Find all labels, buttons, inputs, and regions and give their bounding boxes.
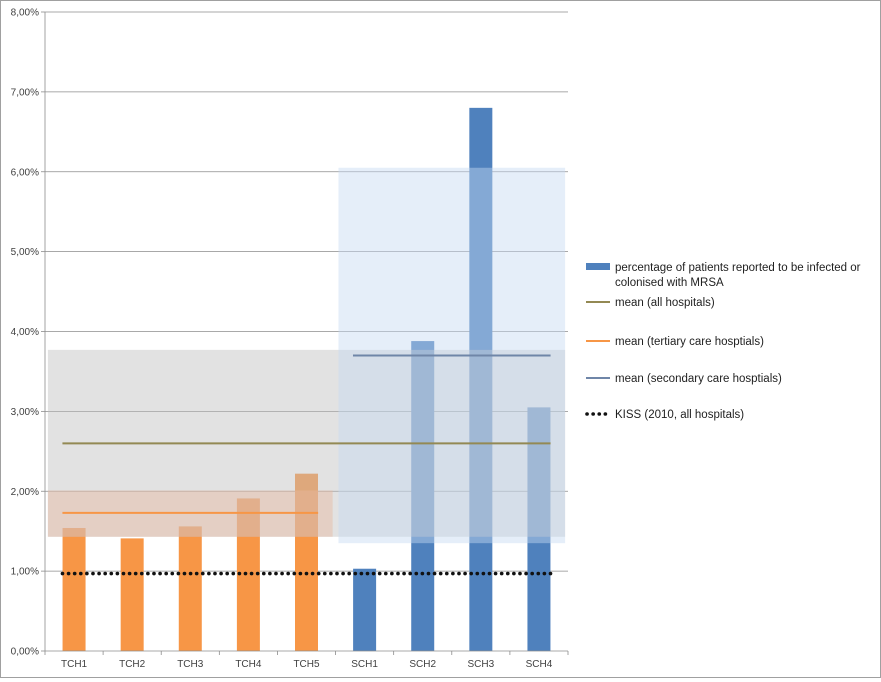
y-tick-label: 1,00% (11, 567, 39, 578)
y-tick-label: 2,00% (11, 487, 39, 498)
bar-tch1 (62, 527, 86, 651)
x-tick-label: SCH3 (467, 659, 494, 670)
y-tick-label: 3,00% (11, 407, 39, 418)
gridlines (45, 11, 568, 572)
y-tick-label: 8,00% (11, 8, 39, 19)
y-tick-label: 7,00% (11, 87, 39, 98)
bar-tch4 (236, 498, 260, 651)
legend-label: KISS (2010, all hospitals) (615, 409, 744, 421)
x-tick-label: SCH1 (351, 659, 378, 670)
y-tick-label: 5,00% (11, 247, 39, 258)
legend-swatch-bar (586, 263, 610, 270)
x-tick-label: TCH5 (293, 659, 320, 670)
y-tick-label: 6,00% (11, 167, 39, 178)
reference-lines (60, 354, 553, 576)
x-tick-label: SCH2 (409, 659, 436, 670)
bar-sch1 (353, 568, 377, 651)
bar-tch3 (178, 526, 202, 651)
legend-label: mean (tertiary care hosptials) (615, 336, 764, 348)
x-tick-label: TCH1 (61, 659, 88, 670)
bar-tch2 (120, 538, 144, 651)
y-tick-label: 0,00% (11, 647, 39, 658)
axes: 0,00% 1,00% 2,00% 3,00% 4,00% 5,00% 6,00% 7,00%… (11, 8, 569, 670)
y-tick-label: 4,00% (11, 327, 39, 338)
x-tick-label: TCH2 (119, 659, 146, 670)
x-tick-label: SCH4 (526, 659, 553, 670)
legend-label: mean (secondary care hosptials) (615, 373, 782, 385)
bar-tch5 (295, 473, 318, 651)
legend-label: mean (all hospitals) (615, 297, 715, 309)
bar-sch4 (527, 407, 551, 651)
x-tick-label: TCH4 (235, 659, 262, 670)
x-tick-label: TCH3 (177, 659, 204, 670)
bar-sch3 (469, 107, 493, 652)
bars (62, 107, 551, 652)
legend-label: percentage of patients reported to be in… (615, 262, 861, 289)
legend: percentage of patients reported to be in… (585, 262, 861, 421)
